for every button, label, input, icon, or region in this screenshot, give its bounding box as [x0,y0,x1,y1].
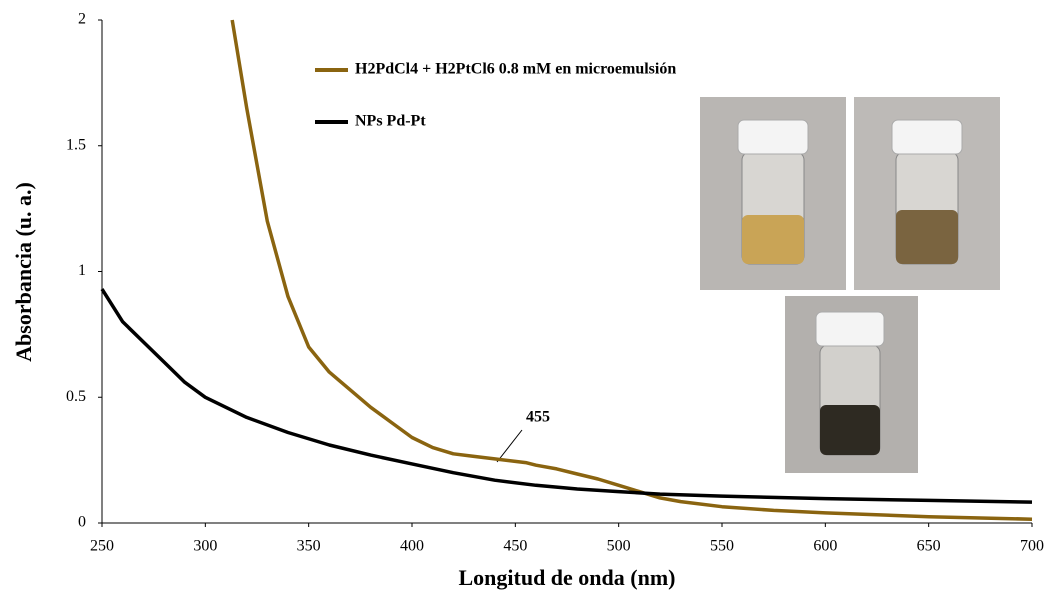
chart: Longitud de onda (nm) Absorbancia (u. a.… [0,0,1048,593]
cap [738,120,808,154]
annotation: 455 [526,409,550,426]
x-axis-title: Longitud de onda (nm) [458,565,675,590]
y-tick-label: 0.5 [66,388,86,405]
annotation-line [497,430,522,462]
x-tick-label: 350 [297,538,321,555]
x-tick-label: 450 [503,538,527,555]
legend-label: NPs Pd-Pt [355,113,426,130]
cap [816,312,884,346]
y-tick-label: 1 [78,262,86,279]
liquid [742,215,804,264]
y-tick-label: 1.5 [66,136,86,153]
x-tick-label: 700 [1020,538,1044,555]
x-tick-label: 300 [193,538,217,555]
y-tick-label: 0 [78,514,86,531]
x-tick-label: 500 [607,538,631,555]
x-tick-label: 400 [400,538,424,555]
liquid [896,210,958,264]
x-tick-label: 600 [813,538,837,555]
x-tick-label: 650 [917,538,941,555]
legend-label: H2PdCl4 + H2PtCl6 0.8 mM en microemulsió… [355,61,676,78]
y-tick-label: 2 [78,11,86,28]
photos [700,97,1000,473]
liquid [820,405,880,455]
cap [892,120,962,154]
x-tick-label: 550 [710,538,734,555]
y-axis-title: Absorbancia (u. a.) [11,182,36,362]
x-tick-label: 250 [90,538,114,555]
